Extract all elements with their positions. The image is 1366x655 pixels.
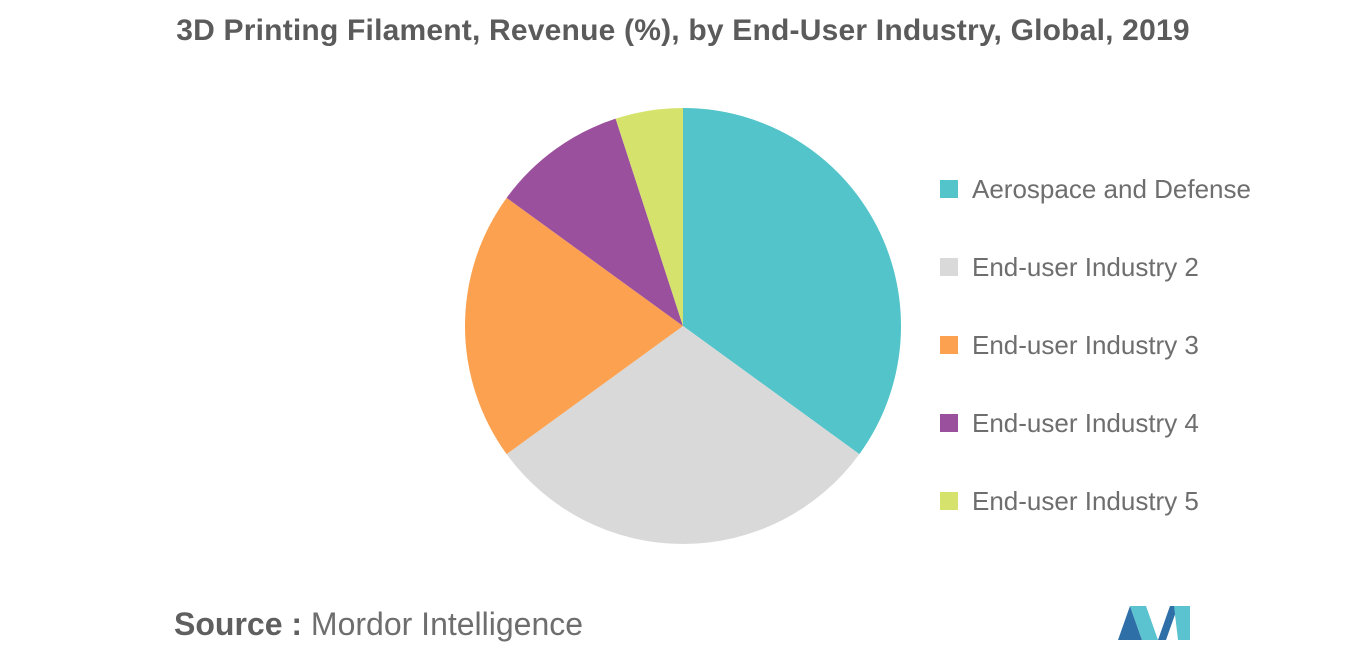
legend-label: Aerospace and Defense — [972, 173, 1251, 204]
legend-label: End-user Industry 4 — [972, 407, 1199, 438]
legend-item-4: End-user Industry 4 — [940, 384, 1340, 462]
legend-swatch — [940, 336, 958, 354]
source-label: Source : — [174, 606, 303, 642]
legend-item-5: End-user Industry 5 — [940, 462, 1340, 540]
pie-slice-4 — [506, 118, 683, 326]
pie-slice-2 — [506, 326, 860, 545]
legend-label: End-user Industry 3 — [972, 329, 1199, 360]
source-value: Mordor Intelligence — [310, 606, 584, 642]
mordor-intelligence-logo-icon — [1118, 606, 1190, 640]
legend-swatch — [940, 414, 958, 432]
legend-label: End-user Industry 2 — [972, 251, 1199, 282]
legend-swatch — [940, 258, 958, 276]
legend-item-3: End-user Industry 3 — [940, 306, 1340, 384]
pie-slice-5 — [615, 108, 683, 326]
legend-swatch — [940, 180, 958, 198]
legend-label: End-user Industry 5 — [972, 485, 1199, 516]
legend-item-1: Aerospace and Defense — [940, 150, 1340, 228]
source-note: Source : Mordor Intelligence — [174, 606, 583, 643]
chart-title: 3D Printing Filament, Revenue (%), by En… — [176, 14, 1190, 47]
pie-slice-3 — [464, 197, 683, 455]
chart-legend: Aerospace and Defense End-user Industry 2… — [940, 150, 1340, 540]
legend-item-2: End-user Industry 2 — [940, 228, 1340, 306]
legend-swatch — [940, 492, 958, 510]
pie-slice-1 — [683, 108, 902, 455]
